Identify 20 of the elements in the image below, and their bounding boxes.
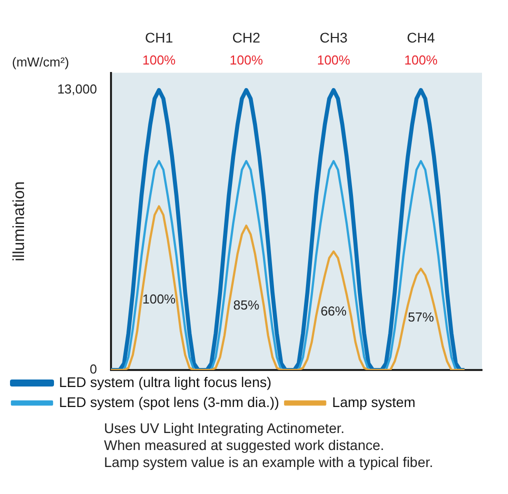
text: Uses UV Light Integrating Actinometer.: [104, 420, 346, 437]
legend-label: Lamp system: [332, 394, 416, 410]
text: 100%: [142, 52, 176, 68]
y-tick-label: 13,000: [57, 82, 97, 97]
text: (mW/cm²): [12, 54, 70, 70]
x-tick-label: CH2: [232, 29, 260, 46]
x-tick-label: CH4: [406, 29, 436, 46]
annotation: 57%: [408, 310, 434, 325]
legend-label: LED system (spot lens (3-mm dia.)): [59, 394, 280, 410]
x-tick-label: CH3: [320, 29, 348, 46]
x-tick-label: CH1: [144, 29, 174, 46]
text: 100%: [404, 52, 438, 68]
text: 100%: [230, 52, 264, 68]
text: 100%: [316, 52, 351, 68]
annotation: 66%: [320, 304, 348, 319]
annotation: 100%: [142, 292, 176, 307]
text: When measured at suggested work distance.: [104, 437, 386, 454]
text: Lamp system value is an example with a typical fiber.: [104, 454, 434, 471]
annotation: 85%: [233, 298, 260, 313]
y-axis-title: illumination: [11, 181, 28, 262]
